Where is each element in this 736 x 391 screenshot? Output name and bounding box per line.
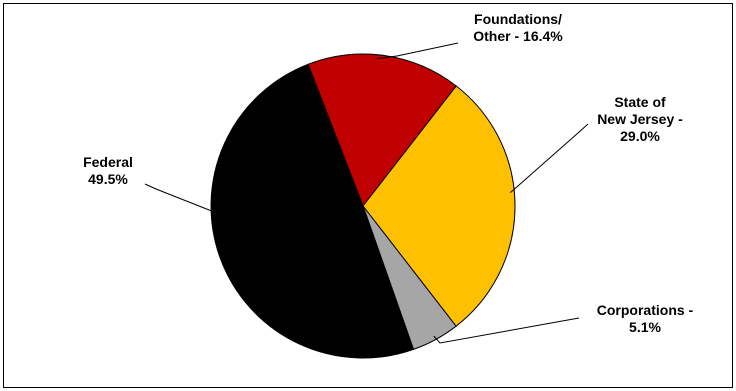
slice-label-line: 49.5% — [88, 171, 128, 187]
slice-label-line: State of — [614, 94, 666, 110]
leader-line — [144, 183, 216, 213]
slice-label: Corporations -5.1% — [597, 302, 694, 335]
slice-label: Federal 49.5% — [83, 154, 133, 187]
slice-label-line: 5.1% — [629, 319, 661, 335]
leader-line — [433, 317, 580, 344]
slice-label: State of New Jersey -29.0% — [597, 94, 683, 144]
slice-label-line: Federal — [83, 154, 133, 170]
pie-slice-foundations-other — [307, 53, 457, 208]
slice-label: Foundations/Other - 16.4% — [473, 11, 563, 44]
slice-label-line: Corporations - — [597, 302, 694, 318]
slice-label-line: Other - 16.4% — [473, 28, 563, 44]
slice-label-line: Foundations/ — [474, 11, 562, 27]
pie-slice-federal — [210, 63, 415, 359]
leader-line — [376, 42, 459, 60]
leader-line — [510, 123, 589, 193]
pie-slice-state-of-new-jersey — [362, 85, 516, 327]
slice-label-line: New Jersey - — [597, 111, 683, 127]
slice-label-line: 29.0% — [620, 128, 660, 144]
